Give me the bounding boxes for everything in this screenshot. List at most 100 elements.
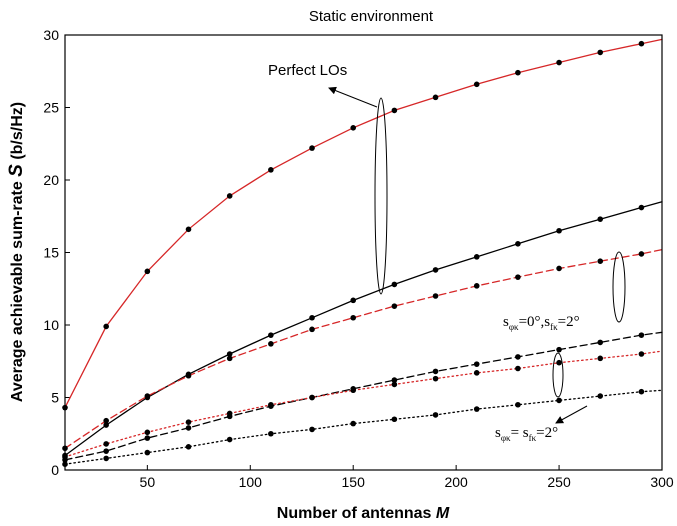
data-point (144, 429, 151, 436)
x-tick-label: 250 (547, 474, 571, 490)
data-point (185, 372, 192, 379)
data-point (638, 40, 645, 47)
data-point (515, 241, 521, 247)
chart-title: Static environment (309, 8, 434, 25)
x-tick-label: 100 (239, 474, 263, 490)
annotation-sigma-b: sφκ= sfκ=2° (495, 425, 558, 443)
data-point (515, 365, 521, 372)
data-point (103, 455, 109, 462)
data-point (391, 281, 398, 288)
data-point (556, 346, 562, 353)
data-point (515, 354, 521, 360)
y-tick-label: 0 (51, 462, 59, 478)
data-point (226, 410, 233, 417)
data-point (391, 107, 398, 114)
data-point (226, 436, 233, 443)
data-point (103, 441, 109, 447)
x-tick-label: 150 (342, 474, 366, 490)
data-point (226, 193, 233, 199)
y-axis-title: Average achievable sum-rate S (b/s/Hz) (6, 102, 27, 402)
data-point (432, 94, 439, 101)
data-point (556, 359, 562, 366)
data-point (309, 326, 315, 333)
data-point (556, 397, 562, 404)
annotation-arrow-sigma-b (555, 405, 588, 424)
data-point (144, 435, 151, 441)
annotation-ellipse-perfect (374, 97, 388, 295)
annotation-ellipse-sigma-a (612, 251, 626, 323)
x-axis-title-var: M (436, 505, 450, 522)
data-point (597, 355, 604, 362)
data-point (185, 425, 192, 431)
x-axis-title: Number of antennas M (277, 505, 450, 522)
data-point (391, 381, 398, 388)
data-point (432, 375, 439, 382)
data-point (432, 267, 439, 273)
x-tick-label: 300 (650, 474, 674, 490)
data-point (432, 293, 439, 299)
data-point (391, 416, 398, 423)
data-point (144, 393, 151, 399)
y-tick-label: 30 (43, 27, 59, 43)
data-point (473, 361, 480, 367)
data-point (515, 401, 521, 408)
series-line (64, 38, 663, 409)
data-point (268, 401, 274, 408)
y-axis-title-var: S (6, 164, 27, 177)
series-layer (62, 38, 663, 468)
data-point (309, 145, 315, 151)
data-point (268, 430, 274, 437)
data-point (473, 406, 480, 412)
data-point (556, 227, 562, 234)
y-tick-label: 10 (43, 317, 59, 333)
data-point (350, 314, 357, 321)
data-point (350, 125, 357, 131)
data-point (185, 226, 192, 233)
axis-ticks: 50 100 150 200 250 300 0 5 10 15 20 25 30 (43, 27, 673, 490)
annotation-arrow-perfect (328, 86, 378, 108)
y-tick-label: 5 (51, 390, 59, 406)
data-point (391, 377, 398, 383)
data-point (515, 274, 521, 280)
data-point (638, 204, 645, 211)
data-point (350, 387, 357, 394)
data-point (185, 444, 192, 450)
y-axis-title-unit: (b/s/Hz) (9, 102, 26, 164)
data-point (473, 370, 480, 376)
data-point (103, 448, 109, 454)
data-point (103, 417, 109, 424)
y-tick-label: 25 (43, 100, 59, 116)
data-point (268, 341, 274, 347)
data-point (556, 265, 562, 272)
data-point (638, 251, 645, 257)
data-point (391, 303, 398, 309)
data-point (309, 314, 315, 321)
data-point (597, 49, 604, 56)
series-line (64, 350, 663, 458)
annotation-perfect-los: Perfect LOs (268, 62, 347, 79)
data-point (350, 297, 357, 304)
data-point (432, 368, 439, 375)
data-point (432, 412, 439, 418)
data-point (226, 351, 233, 357)
data-point (473, 81, 480, 88)
data-point (597, 258, 604, 265)
data-point (144, 268, 151, 275)
series-line (64, 389, 663, 465)
data-point (309, 426, 315, 433)
data-point (515, 69, 521, 76)
y-tick-label: 15 (43, 245, 59, 261)
data-point (226, 355, 233, 362)
data-point (268, 167, 274, 173)
data-point (309, 394, 315, 401)
plot-frame (64, 34, 663, 471)
annotation-ellipse-sigma-b (552, 352, 564, 398)
data-point (597, 216, 604, 222)
data-point (103, 422, 109, 428)
data-point (597, 393, 604, 399)
data-point (350, 420, 357, 427)
series-line (64, 248, 663, 449)
data-point (473, 254, 480, 260)
y-tick-label: 20 (43, 172, 59, 188)
